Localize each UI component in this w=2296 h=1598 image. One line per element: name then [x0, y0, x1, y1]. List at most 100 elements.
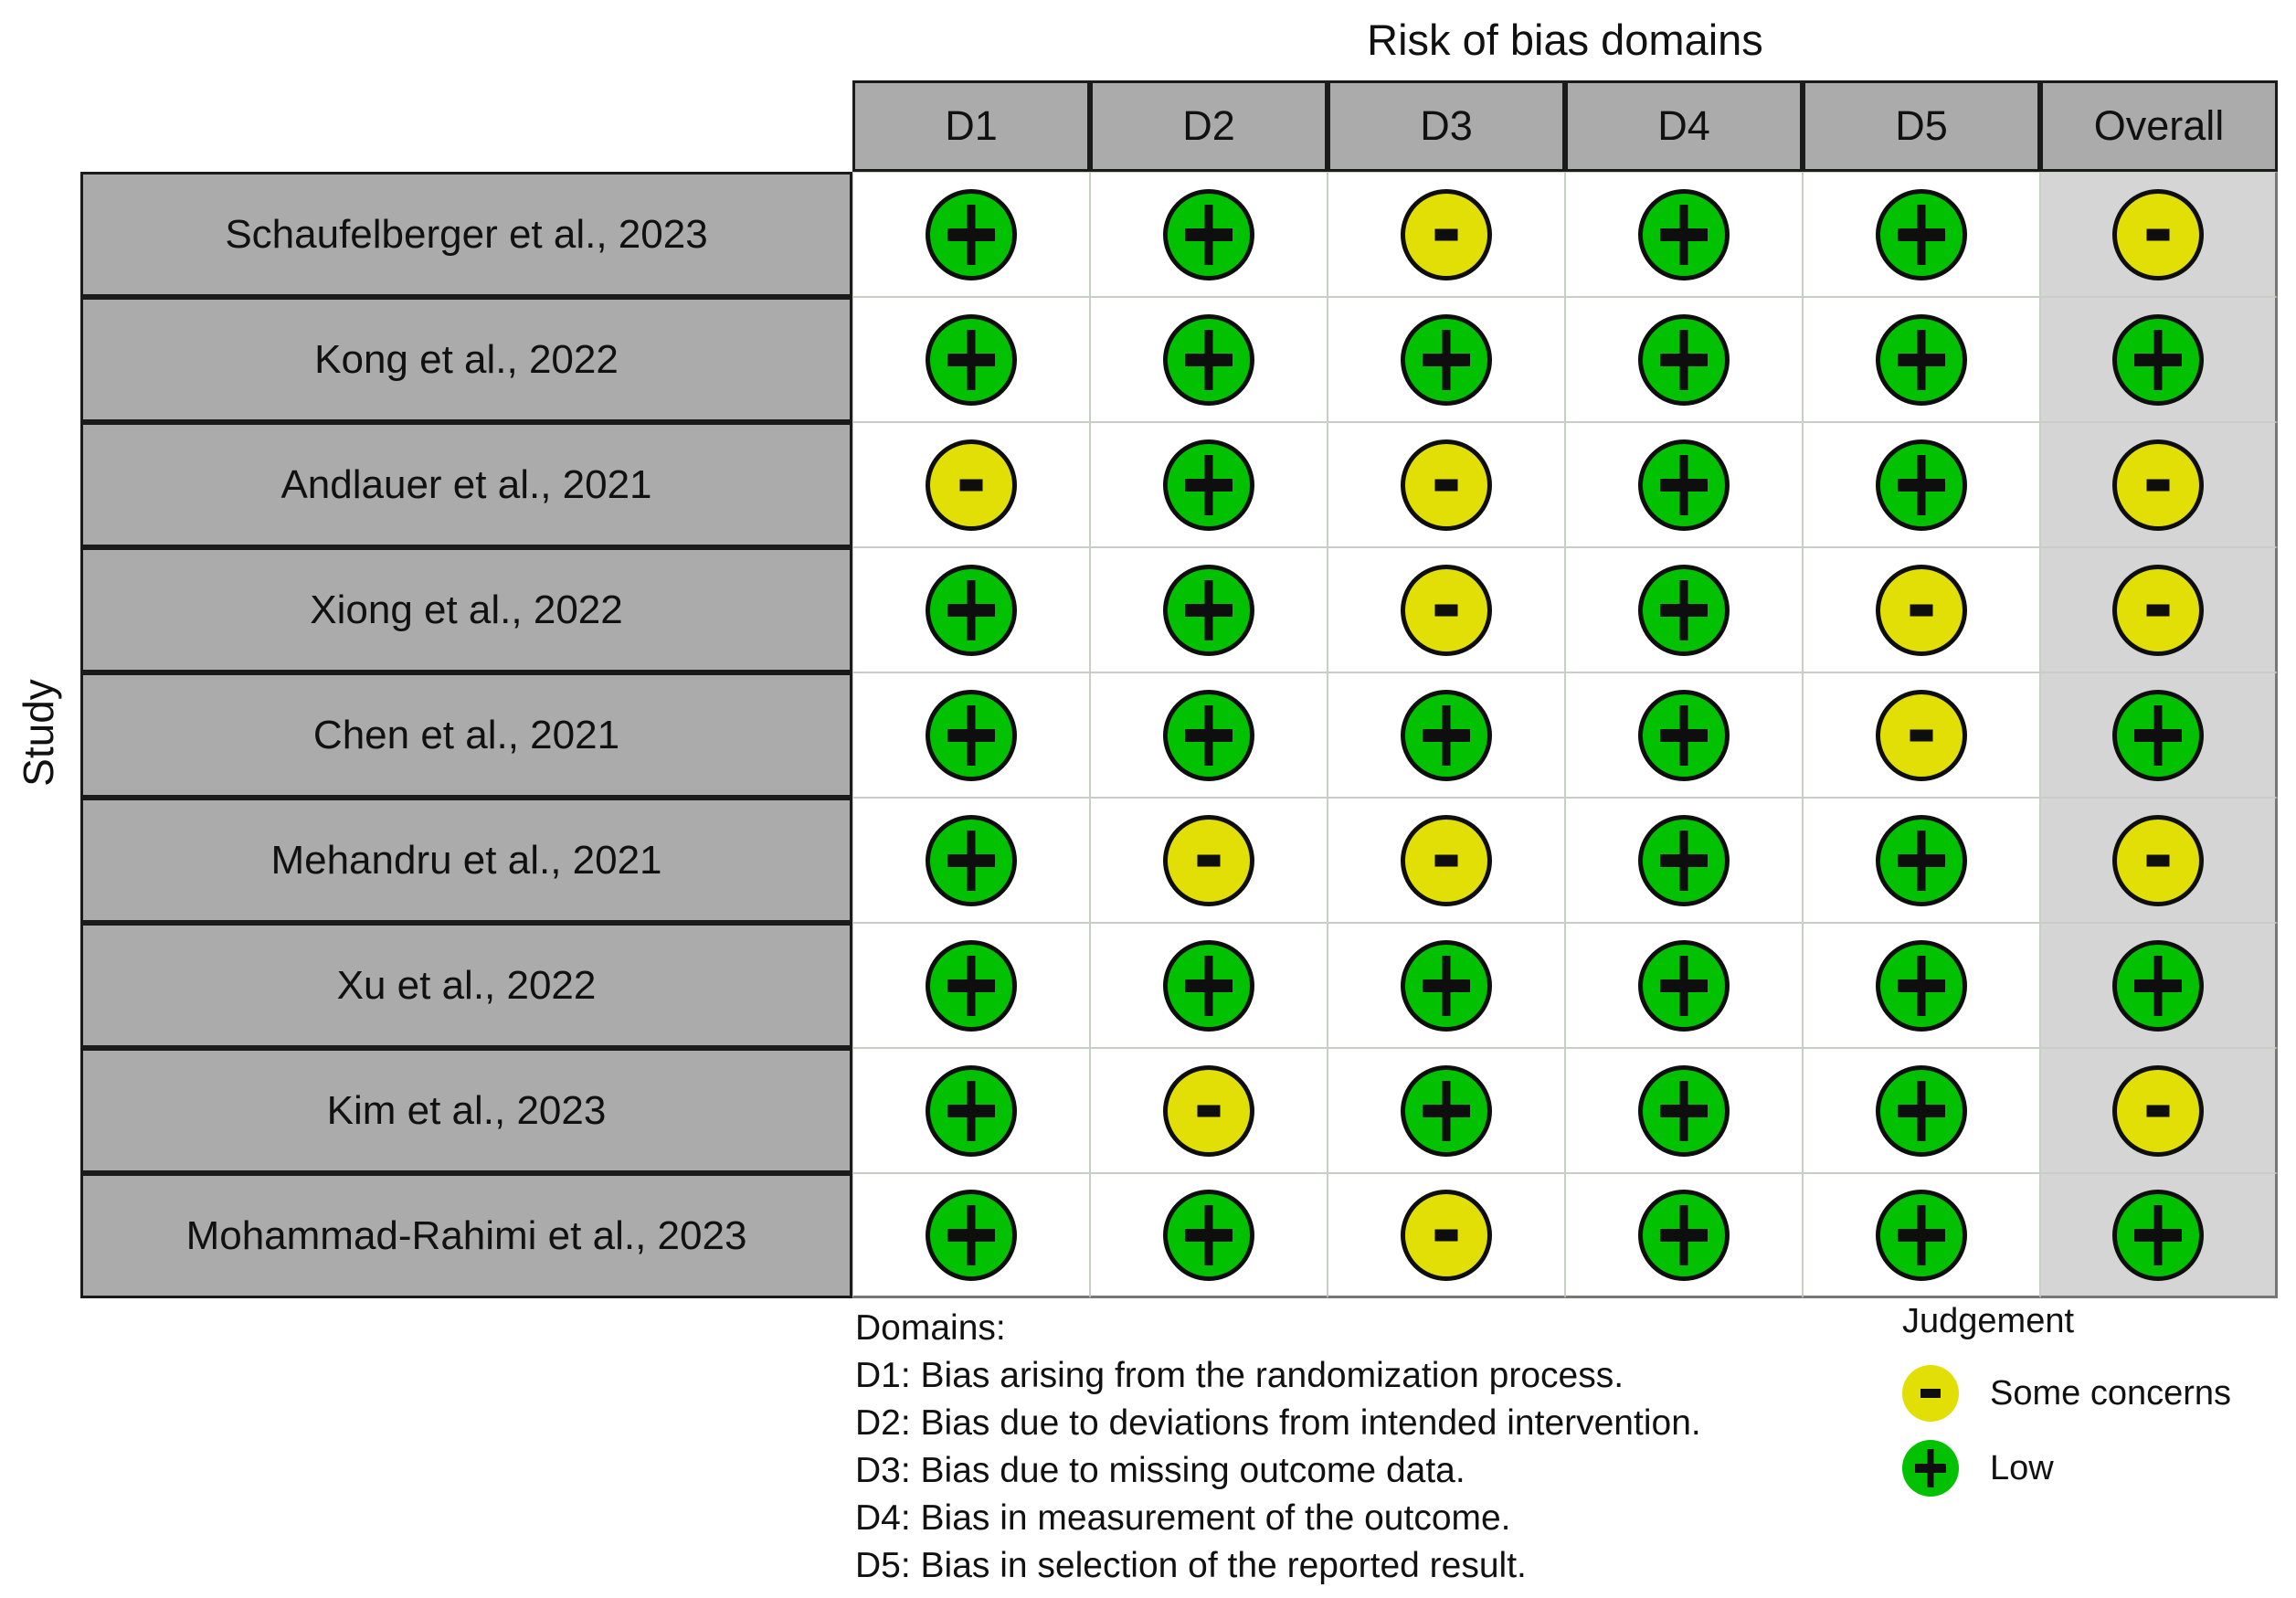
judgement-circle-low	[1876, 313, 1967, 406]
y-axis-label: Study	[15, 679, 62, 787]
domain-cell	[1090, 1048, 1328, 1173]
column-header-overall: Overall	[2040, 80, 2278, 172]
judgement-circle-low	[1902, 1440, 1959, 1497]
judgement-circle-some-concerns	[2112, 814, 2204, 906]
judgement-circle-some-concerns	[1401, 814, 1492, 906]
judgement-circle-low	[1876, 939, 1967, 1032]
domain-cell	[1565, 672, 1803, 798]
judgement-circle-some-concerns	[1876, 689, 1967, 781]
plus-icon	[1185, 228, 1233, 241]
plus-icon	[1185, 478, 1233, 492]
judgement-circle-low	[1876, 1064, 1967, 1157]
domain-cell	[1803, 297, 2040, 422]
study-label: Schaufelberger et al., 2023	[80, 172, 852, 297]
domain-cell	[1090, 172, 1328, 297]
overall-cell	[2040, 422, 2278, 547]
study-label: Kim et al., 2023	[80, 1048, 852, 1173]
minus-icon	[2146, 228, 2170, 240]
judgement-circle-low	[1163, 939, 1254, 1032]
judgement-circle-some-concerns	[1876, 564, 1967, 656]
judgement-circle-low	[2112, 1189, 2204, 1281]
judgement-circle-some-concerns	[1401, 564, 1492, 656]
plus-icon	[1898, 353, 1945, 366]
domain-cell	[1328, 798, 1565, 923]
judgement-circle-low	[1163, 313, 1254, 406]
domain-cell	[1803, 923, 2040, 1048]
judgement-circle-low	[1163, 439, 1254, 531]
minus-icon	[1910, 604, 1933, 616]
study-label: Andlauer et al., 2021	[80, 422, 852, 547]
domain-cell	[1090, 923, 1328, 1048]
plus-icon	[1423, 1104, 1470, 1117]
domain-cell	[1328, 1173, 1565, 1298]
study-label: Mehandru et al., 2021	[80, 798, 852, 923]
legend-item-label: Low	[1990, 1448, 2054, 1487]
legend-items: Some concerns Low	[1902, 1365, 2231, 1497]
legend-item-label: Some concerns	[1990, 1373, 2232, 1413]
judgement-circle-low	[1638, 1189, 1730, 1281]
plus-icon	[947, 228, 995, 241]
minus-icon	[2146, 604, 2170, 616]
plus-icon	[2134, 353, 2182, 366]
plus-icon	[1898, 979, 1945, 992]
judgement-circle-some-concerns	[1163, 814, 1254, 906]
footnote-domain-line: D3: Bias due to missing outcome data.	[855, 1451, 1465, 1490]
domain-cell	[852, 923, 1090, 1048]
minus-icon	[2146, 854, 2170, 866]
overall-cell	[2040, 798, 2278, 923]
domain-cell	[1090, 422, 1328, 547]
judgement-circle-low	[1163, 564, 1254, 656]
plus-icon	[1185, 603, 1233, 617]
domain-cell	[1328, 172, 1565, 297]
plus-icon	[947, 353, 995, 366]
judgement-circle-low	[926, 564, 1017, 656]
judgement-circle-low	[1638, 939, 1730, 1032]
plus-icon	[1898, 1104, 1945, 1117]
judgement-circle-low	[1876, 439, 1967, 531]
plus-icon	[1660, 1228, 1708, 1242]
judgement-circle-low	[1401, 939, 1492, 1032]
study-label: Chen et al., 2021	[80, 672, 852, 798]
overall-cell	[2040, 547, 2278, 672]
domain-cell	[1565, 547, 1803, 672]
judgement-circle-low	[2112, 689, 2204, 781]
domain-cell	[1090, 547, 1328, 672]
domain-cell	[1090, 1173, 1328, 1298]
study-label: Kong et al., 2022	[80, 297, 852, 422]
domain-cell	[1565, 422, 1803, 547]
judgement-circle-low	[926, 1064, 1017, 1157]
domain-cell	[1565, 1048, 1803, 1173]
judgement-circle-low	[1638, 313, 1730, 406]
column-header-d5: D5	[1803, 80, 2040, 172]
plus-icon	[947, 979, 995, 992]
column-header-d4: D4	[1565, 80, 1803, 172]
domain-cell	[1803, 798, 2040, 923]
judgement-circle-low	[1876, 1189, 1967, 1281]
judgement-circle-low	[1638, 439, 1730, 531]
judgement-circle-low	[1638, 1064, 1730, 1157]
minus-icon	[1197, 1105, 1221, 1116]
plus-icon	[2134, 979, 2182, 992]
judgement-circle-low	[1401, 1064, 1492, 1157]
domain-cell	[1090, 297, 1328, 422]
judgement-circle-low	[1163, 1189, 1254, 1281]
judgement-circle-low	[926, 1189, 1017, 1281]
domain-cell	[852, 798, 1090, 923]
footnote-heading: Domains:	[855, 1308, 1006, 1348]
overall-cell	[2040, 1048, 2278, 1173]
domain-cell	[1565, 1173, 1803, 1298]
judgement-circle-low	[926, 939, 1017, 1032]
plus-icon	[1660, 353, 1708, 366]
domain-cell	[852, 172, 1090, 297]
minus-icon	[2146, 1105, 2170, 1116]
judgement-circle-low	[926, 814, 1017, 906]
plus-icon	[1185, 1228, 1233, 1242]
judgement-circle-low	[1638, 814, 1730, 906]
column-header-d2: D2	[1090, 80, 1328, 172]
plus-icon	[1423, 979, 1470, 992]
footnote-domain-line: D2: Bias due to deviations from intended…	[855, 1403, 1701, 1443]
judgement-circle-low	[1163, 689, 1254, 781]
domain-cell	[1090, 798, 1328, 923]
judgement-circle-low	[1401, 313, 1492, 406]
